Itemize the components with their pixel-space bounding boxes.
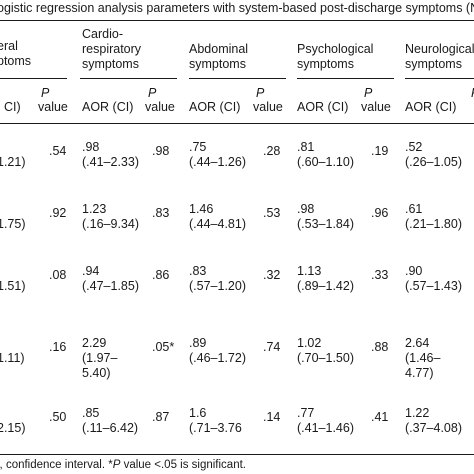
p-value-cell: .32 [263, 268, 281, 282]
aor-ci-cell: 2.15) [0, 421, 26, 435]
aor-ci-cell: .94 (.47–1.85) [82, 264, 139, 293]
aor-ci-cell: .77 (.41–1.46) [297, 406, 354, 435]
subheader-p-4: P [471, 86, 474, 100]
p-value-cell: .19 [371, 144, 389, 158]
aor-ci-cell: .90 (.57–1.43) [405, 264, 462, 293]
p-value-cell: .05* [152, 340, 175, 354]
aor-ci-cell: .81 (.60–1.10) [297, 140, 354, 169]
subheader-aor-ci-1: AOR (CI) [82, 100, 134, 114]
p-value-cell: .54 [49, 144, 67, 158]
p-value-cell: .86 [152, 268, 170, 282]
group-underline-general [0, 78, 67, 79]
p-value-cell: .87 [152, 410, 170, 424]
aor-ci-cell: 1.21) [0, 155, 26, 169]
subheader-aor-ci-4: AOR (CI) [405, 100, 457, 114]
aor-ci-cell: .52 (.26–1.05) [405, 140, 462, 169]
bottom-rule [0, 454, 474, 455]
group-header-neurological: Neurological symptoms [405, 42, 474, 71]
footnote-lead: l, confidence interval. * [0, 459, 113, 471]
p-value-cell: .16 [49, 340, 67, 354]
aor-ci-cell: 2.29 (1.97– 5.40) [82, 336, 118, 380]
aor-ci-cell: 1.11) [0, 351, 25, 365]
subheader-value-3: value [361, 100, 391, 114]
aor-ci-cell: .89 (.46–1.72) [189, 336, 246, 365]
subheader-aor-ci-3: AOR (CI) [297, 100, 349, 114]
aor-ci-cell: .83 (.57–1.20) [189, 264, 246, 293]
subheader-value-0: value [38, 100, 68, 114]
subheader-value-1: value [145, 100, 175, 114]
aor-ci-cell: .98 (.53–1.84) [297, 202, 354, 231]
subheader-p-1: P [148, 86, 157, 100]
header-rule [0, 123, 474, 124]
aor-ci-cell: 1.22 (.37–4.08) [405, 406, 462, 435]
group-header-cardiorespiratory: Cardio- respiratory symptoms [82, 27, 142, 71]
p-value-cell: .92 [49, 206, 67, 220]
top-rule [0, 20, 474, 21]
p-value-cell: .88 [371, 340, 389, 354]
aor-ci-cell: .61 (.21–1.80) [405, 202, 462, 231]
p-value-cell: .74 [263, 340, 281, 354]
p-value-cell: .08 [49, 268, 67, 282]
footnote-tail: value <.05 is significant. [120, 459, 246, 471]
group-header-psychological: Psychological symptoms [297, 42, 374, 71]
aor-ci-cell: .98 (.41–2.33) [82, 140, 139, 169]
subheader-p-0: P [41, 86, 50, 100]
group-underline-cardiorespiratory [80, 78, 177, 79]
p-value-cell: .96 [371, 206, 389, 220]
aor-ci-cell: 2.64 (1.46– 4.77) [405, 336, 441, 380]
subheader-aor-ci-2: AOR (CI) [189, 100, 241, 114]
p-value-cell: .28 [263, 144, 281, 158]
p-value-cell: .83 [152, 206, 170, 220]
subheader-p-3: P [364, 86, 373, 100]
aor-ci-cell: .85 (.11–6.42) [82, 406, 139, 435]
subheader-p-2: P [256, 86, 265, 100]
p-value-cell: .33 [371, 268, 389, 282]
p-value-cell: .14 [263, 410, 281, 424]
p-value-cell: .53 [263, 206, 281, 220]
p-value-cell: .50 [49, 410, 67, 424]
table-footnote: l, confidence interval. *P value <.05 is… [0, 459, 246, 471]
group-header-abdominal: Abdominal symptoms [189, 42, 249, 71]
aor-ci-cell: 1.02 (.70–1.50) [297, 336, 354, 365]
aor-ci-cell: 1.75) [0, 217, 26, 231]
table-caption: ogistic regression analysis parameters w… [0, 1, 474, 15]
group-header-general: eral ptoms [0, 39, 32, 68]
aor-ci-cell: .75 (.44–1.26) [189, 140, 246, 169]
group-underline-abdominal [189, 78, 286, 79]
aor-ci-cell: 1.51) [0, 279, 26, 293]
group-underline-psychological [297, 78, 394, 79]
aor-ci-cell: 1.13 (.89–1.42) [297, 264, 354, 293]
aor-ci-cell: 1.46 (.44–4.81) [189, 202, 246, 231]
subheader-aor-ci-0: . CI) [0, 100, 21, 114]
p-value-cell: .41 [371, 410, 389, 424]
aor-ci-cell: 1.6 (.71–3.76 [189, 406, 242, 435]
aor-ci-cell: 1.23 (.16–9.34) [82, 202, 139, 231]
subheader-value-2: value [253, 100, 283, 114]
p-value-cell: .98 [152, 144, 170, 158]
group-underline-neurological [405, 78, 474, 79]
footnote-p: P [112, 459, 121, 471]
